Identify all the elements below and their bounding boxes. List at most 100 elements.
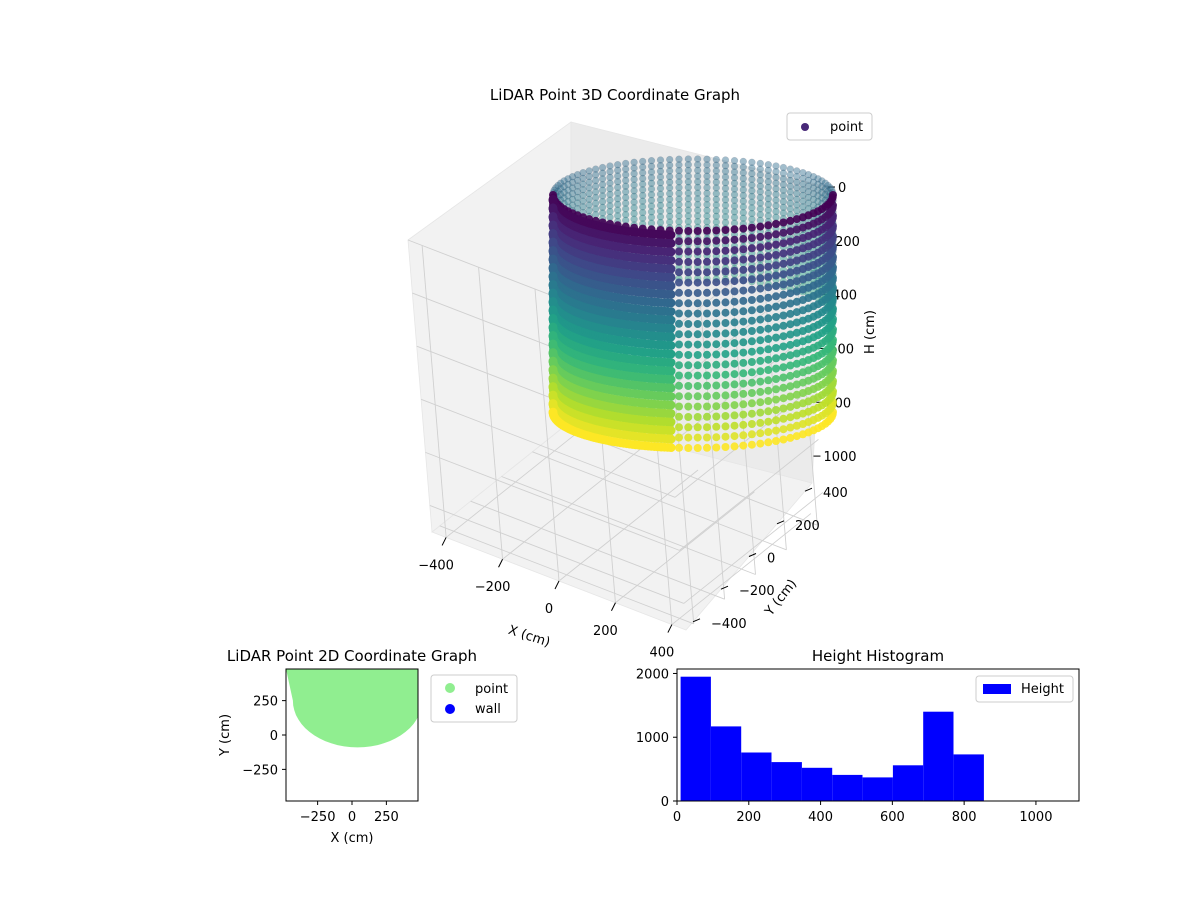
scatter3d-point <box>739 234 748 243</box>
scatter3d-point <box>573 199 582 207</box>
scatter3d-point <box>818 177 826 185</box>
histogram-bar <box>923 711 954 801</box>
scatter3d-point <box>826 184 834 192</box>
scatter3d-point <box>792 297 801 306</box>
scatter3d-point <box>764 293 773 302</box>
scatter3d-point <box>693 423 702 432</box>
scatter3d-point <box>730 277 739 286</box>
scatter3d-point <box>748 170 756 178</box>
scatter3d-point <box>684 392 693 401</box>
scatter3d-point <box>779 192 788 200</box>
scatter3d-point <box>799 169 807 177</box>
scatter3d-point <box>606 162 614 170</box>
scatter3d-point <box>721 381 730 389</box>
scatter3d-point <box>793 189 801 198</box>
scatter3d-point <box>703 166 711 175</box>
scatter3d-point <box>548 229 558 238</box>
scatter3d-point <box>579 169 587 177</box>
scatter3d-point <box>779 321 788 330</box>
scatter3d-point <box>703 212 711 220</box>
scatter3d-point <box>564 180 572 189</box>
scatter3d-point <box>798 213 807 222</box>
scatter3d-point <box>639 157 647 166</box>
scatter3d-point <box>748 175 756 184</box>
scatter3d-point <box>598 186 607 194</box>
scatter3d-point <box>779 404 788 413</box>
scatter3d-point <box>693 361 702 370</box>
scatter3d-point <box>548 246 558 255</box>
scatter3d-point <box>592 188 600 196</box>
scatter3d-point <box>703 340 711 349</box>
scatter3d-point <box>786 227 795 236</box>
scatter3d-point <box>747 347 756 356</box>
scatter3d-point <box>647 202 656 210</box>
scatter3d-point <box>730 328 739 337</box>
scatter3d-point <box>684 433 693 442</box>
scatter3d-point <box>799 186 807 194</box>
scatter3d-point <box>693 237 702 246</box>
scatter3d-point <box>684 382 693 390</box>
scatter3d-point <box>792 287 801 296</box>
scatter3d-point <box>747 409 756 418</box>
scatter3d-point <box>703 257 711 266</box>
scatter3d-point <box>694 178 702 186</box>
scatter3d-point <box>772 179 780 187</box>
scatter3d-point <box>798 430 807 439</box>
scatter3d-point <box>656 173 665 181</box>
scatter3d-point <box>693 392 702 401</box>
scatter3d-x-tick-mark <box>610 602 616 612</box>
scatter3d-point <box>756 205 764 213</box>
scatter3d-point <box>730 235 739 244</box>
scatter3d-point <box>548 348 558 357</box>
scatter3d-point <box>730 213 739 222</box>
scatter3d-point <box>675 206 683 214</box>
scatter3d-point <box>684 166 692 175</box>
scatter3d-point <box>798 244 807 253</box>
scatter3d-point <box>703 361 711 370</box>
histogram-legend: Height <box>975 675 1074 703</box>
scatter3d-point <box>779 363 788 372</box>
scatter3d-point <box>712 155 720 164</box>
scatter3d-point <box>764 221 773 230</box>
scatter3d-point <box>675 155 683 163</box>
scatter3d-point <box>554 181 562 190</box>
scatter3d-point <box>703 278 711 287</box>
scatter2d-legend-point-marker <box>445 683 455 693</box>
scatter3d-point <box>684 183 692 192</box>
scatter3d-point <box>756 243 765 252</box>
scatter3d-point <box>739 197 747 205</box>
scatter3d-point <box>779 259 788 268</box>
scatter3d-point <box>656 201 665 210</box>
scatter3d-point <box>630 215 638 223</box>
scatter3d-point <box>703 319 711 328</box>
scatter3d-point <box>712 207 720 215</box>
scatter3d-point <box>630 192 638 201</box>
scatter3d-point <box>647 185 656 193</box>
scatter3d-gridline-y-floor <box>532 451 787 551</box>
scatter3d-point <box>630 170 638 178</box>
scatter3d-point <box>779 249 788 258</box>
scatter3d-point <box>693 247 702 256</box>
scatter3d-point <box>798 347 807 356</box>
scatter3d-point <box>792 401 801 410</box>
scatter3d-gridline-y-floor <box>439 525 694 625</box>
scatter2d-point-region <box>286 669 418 748</box>
scatter3d-point <box>756 377 765 386</box>
scatter3d-point <box>703 268 711 277</box>
scatter3d-point <box>764 252 773 261</box>
scatter3d-point <box>675 319 683 328</box>
scatter3d-point <box>730 401 739 410</box>
scatter2d-legend-wall-label: wall <box>475 702 501 717</box>
scatter3d-point <box>798 285 807 294</box>
scatter3d-point <box>739 400 748 409</box>
scatter3d-point <box>786 216 795 225</box>
scatter3d-point <box>747 265 756 273</box>
scatter3d-point <box>614 183 622 192</box>
scatter3d-point <box>639 180 647 188</box>
scatter3d-point <box>630 187 638 195</box>
scatter3d-point <box>792 411 801 420</box>
scatter3d-point <box>792 215 801 224</box>
scatter3d-point <box>573 182 582 190</box>
scatter3d-point <box>598 169 607 177</box>
scatter3d-point <box>809 178 818 186</box>
